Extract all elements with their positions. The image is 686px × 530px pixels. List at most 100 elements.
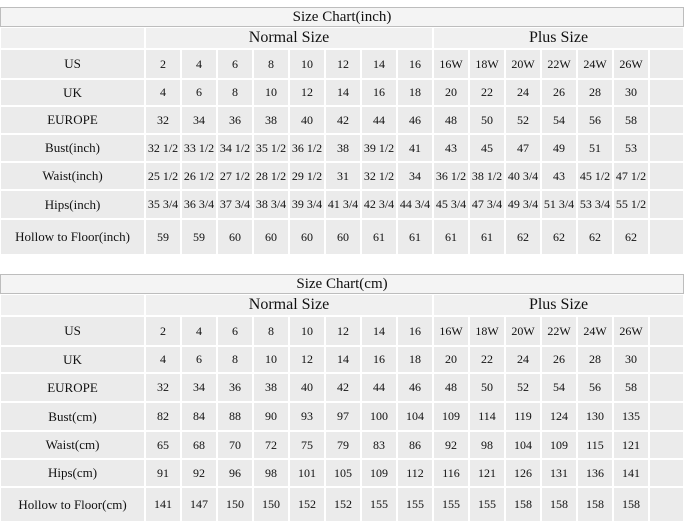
row-label: UK xyxy=(0,79,145,106)
value-cell: 92 xyxy=(433,431,469,459)
value-cell: 14 xyxy=(325,79,361,106)
value-cell: 4 xyxy=(181,316,217,346)
value-cell: 121 xyxy=(469,459,505,487)
group-header: Normal Size xyxy=(145,294,433,316)
value-cell: 62 xyxy=(613,219,649,255)
value-cell: 60 xyxy=(289,219,325,255)
value-cell: 12 xyxy=(289,79,325,106)
row-label: US xyxy=(0,49,145,79)
value-cell: 60 xyxy=(253,219,289,255)
value-cell: 53 3/4 xyxy=(577,190,613,219)
value-cell: 61 xyxy=(469,219,505,255)
value-cell: 54 xyxy=(541,106,577,134)
filler-cell xyxy=(649,49,684,79)
filler-cell xyxy=(649,373,684,402)
value-cell: 36 xyxy=(217,373,253,402)
value-cell: 41 3/4 xyxy=(325,190,361,219)
value-cell: 152 xyxy=(325,487,361,522)
value-cell: 41 xyxy=(397,134,433,162)
value-cell: 44 xyxy=(361,106,397,134)
filler-cell xyxy=(649,316,684,346)
value-cell: 36 xyxy=(217,106,253,134)
value-cell: 75 xyxy=(289,431,325,459)
filler-cell xyxy=(649,190,684,219)
value-cell: 91 xyxy=(145,459,181,487)
value-cell: 55 1/2 xyxy=(613,190,649,219)
value-cell: 35 1/2 xyxy=(253,134,289,162)
value-cell: 45 3/4 xyxy=(433,190,469,219)
value-cell: 14 xyxy=(361,316,397,346)
group-header: Normal Size xyxy=(145,27,433,49)
value-cell: 51 xyxy=(577,134,613,162)
value-cell: 82 xyxy=(145,402,181,431)
value-cell: 83 xyxy=(361,431,397,459)
filler-cell xyxy=(649,79,684,106)
value-cell: 60 xyxy=(217,219,253,255)
filler-cell xyxy=(649,459,684,487)
value-cell: 48 xyxy=(433,373,469,402)
value-cell: 47 xyxy=(505,134,541,162)
value-cell: 112 xyxy=(397,459,433,487)
filler-cell xyxy=(649,162,684,190)
value-cell: 130 xyxy=(577,402,613,431)
value-cell: 136 xyxy=(577,459,613,487)
value-cell: 155 xyxy=(361,487,397,522)
value-cell: 18 xyxy=(397,79,433,106)
row-label: Waist(cm) xyxy=(0,431,145,459)
value-cell: 34 xyxy=(181,373,217,402)
value-cell: 45 xyxy=(469,134,505,162)
value-cell: 26 1/2 xyxy=(181,162,217,190)
value-cell: 70 xyxy=(217,431,253,459)
value-cell: 52 xyxy=(505,106,541,134)
value-cell: 49 xyxy=(541,134,577,162)
filler-cell xyxy=(649,134,684,162)
row-label: Bust(cm) xyxy=(0,402,145,431)
value-cell: 158 xyxy=(541,487,577,522)
value-cell: 10 xyxy=(289,49,325,79)
value-cell: 56 xyxy=(577,106,613,134)
value-cell: 18W xyxy=(469,316,505,346)
value-cell: 51 3/4 xyxy=(541,190,577,219)
value-cell: 26W xyxy=(613,49,649,79)
value-cell: 8 xyxy=(217,346,253,373)
value-cell: 90 xyxy=(253,402,289,431)
value-cell: 10 xyxy=(253,79,289,106)
value-cell: 100 xyxy=(361,402,397,431)
filler-cell xyxy=(649,106,684,134)
value-cell: 18 xyxy=(397,346,433,373)
value-cell: 24W xyxy=(577,49,613,79)
value-cell: 22 xyxy=(469,346,505,373)
value-cell: 30 xyxy=(613,79,649,106)
value-cell: 4 xyxy=(181,49,217,79)
table-title: Size Chart(cm) xyxy=(0,274,684,294)
value-cell: 22W xyxy=(541,49,577,79)
value-cell: 2 xyxy=(145,316,181,346)
value-cell: 6 xyxy=(217,316,253,346)
value-cell: 59 xyxy=(145,219,181,255)
value-cell: 155 xyxy=(469,487,505,522)
value-cell: 30 xyxy=(613,346,649,373)
row-label: Hollow to Floor(cm) xyxy=(0,487,145,522)
value-cell: 38 3/4 xyxy=(253,190,289,219)
value-cell: 126 xyxy=(505,459,541,487)
value-cell: 56 xyxy=(577,373,613,402)
filler-cell xyxy=(649,402,684,431)
value-cell: 54 xyxy=(541,373,577,402)
value-cell: 36 3/4 xyxy=(181,190,217,219)
value-cell: 61 xyxy=(397,219,433,255)
value-cell: 47 1/2 xyxy=(613,162,649,190)
filler-cell xyxy=(649,219,684,255)
value-cell: 34 1/2 xyxy=(217,134,253,162)
value-cell: 44 xyxy=(361,373,397,402)
value-cell: 61 xyxy=(361,219,397,255)
value-cell: 22 xyxy=(469,79,505,106)
value-cell: 84 xyxy=(181,402,217,431)
value-cell: 92 xyxy=(181,459,217,487)
value-cell: 109 xyxy=(361,459,397,487)
value-cell: 16 xyxy=(361,79,397,106)
group-blank xyxy=(0,294,145,316)
value-cell: 53 xyxy=(613,134,649,162)
value-cell: 38 xyxy=(253,106,289,134)
value-cell: 16W xyxy=(433,316,469,346)
